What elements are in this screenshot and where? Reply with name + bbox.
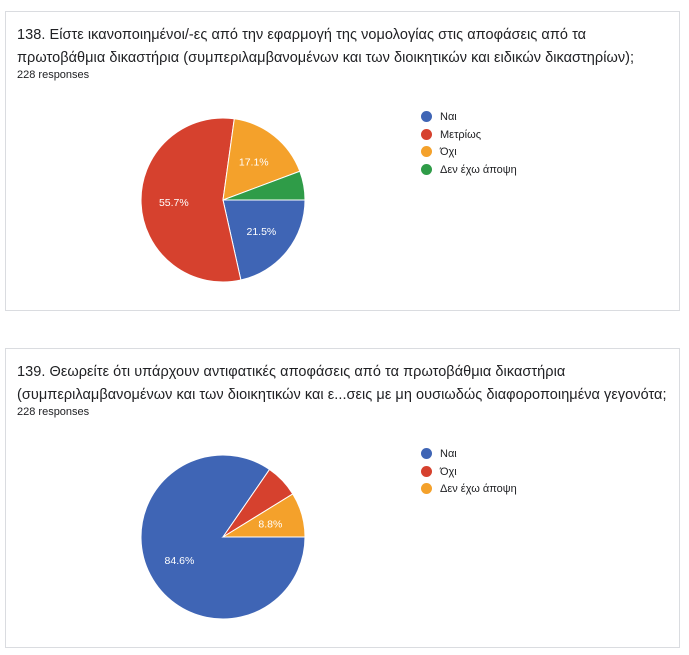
pie-slice <box>222 199 306 281</box>
slice-value-label: 17.1% <box>239 157 269 169</box>
response-count: 228 responses <box>17 69 90 81</box>
question-card-138: 138. Είστε ικανοποιημένοι/-ες από την εφ… <box>5 11 680 311</box>
legend-swatch <box>421 483 432 494</box>
legend-label: Δεν έχω άποψη <box>440 483 517 495</box>
legend-label: Ναι <box>440 111 457 123</box>
pie-slice <box>222 118 301 201</box>
response-count: 228 responses <box>17 406 90 418</box>
legend-label: Δεν έχω άποψη <box>440 163 517 176</box>
slice-value-label: 55.7% <box>159 197 189 209</box>
slice-value-label: 8.8% <box>258 519 282 531</box>
slice-value-label: 21.5% <box>247 226 277 238</box>
pie-slice <box>140 117 242 283</box>
question-title: 138. Είστε ικανοποιημένοι/-ες από την εφ… <box>17 27 635 66</box>
legend-label: Όχι <box>440 146 457 158</box>
question-title: 139. Θεωρείτε ότι υπάρχουν αντιφατικές α… <box>17 364 667 403</box>
legend-swatch <box>421 465 432 477</box>
legend-swatch <box>421 163 432 175</box>
legend-label: Ναι <box>440 448 457 460</box>
legend-label: Μετρίως <box>440 128 482 141</box>
pie-slice <box>222 170 306 201</box>
legend-swatch <box>421 111 432 122</box>
slice-value-label: 84.6% <box>165 555 195 567</box>
pie-chart: 84.6% 8.8% <box>140 454 306 620</box>
legend-swatch <box>421 146 432 157</box>
legend-label: Όχι <box>440 465 457 478</box>
pie-chart: 21.5% 55.7% 17.1% <box>140 117 306 283</box>
legend-swatch <box>421 448 432 459</box>
legend-swatch <box>421 128 432 140</box>
pie-slice <box>221 493 306 538</box>
question-card-139: 139. Θεωρείτε ότι υπάρχουν αντιφατικές α… <box>5 348 680 648</box>
